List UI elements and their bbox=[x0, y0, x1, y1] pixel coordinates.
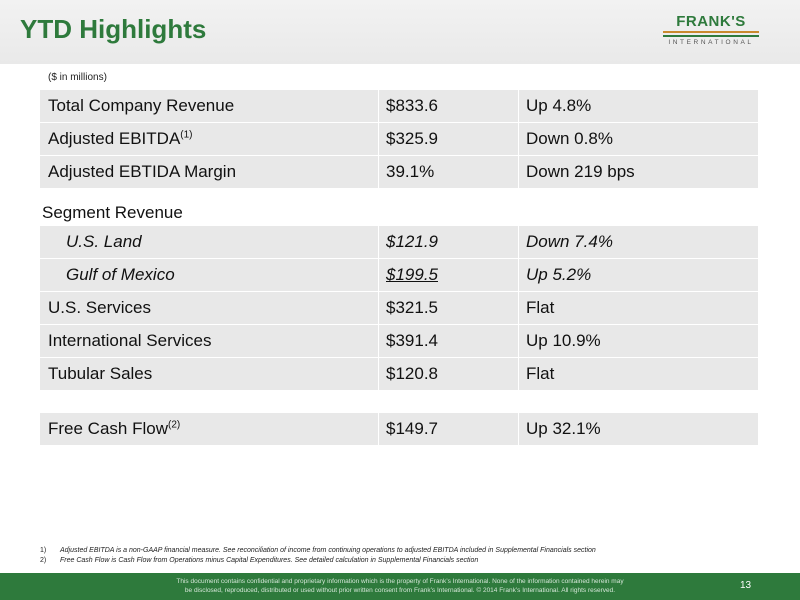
row-label: Adjusted EBITDA(1) bbox=[48, 129, 193, 148]
footnote: 2) Free Cash Flow is Cash Flow from Opera… bbox=[40, 557, 479, 564]
logo-bars bbox=[663, 31, 759, 37]
row-change: Up 10.9% bbox=[526, 331, 601, 350]
row-label: Gulf of Mexico bbox=[66, 265, 175, 284]
table-row: Total Company Revenue $833.6 Up 4.8% bbox=[40, 90, 758, 122]
row-label: Total Company Revenue bbox=[48, 96, 235, 115]
slide-footer: This document contains confidential and … bbox=[0, 573, 800, 600]
units-note: ($ in millions) bbox=[48, 72, 107, 83]
row-change: Down 219 bps bbox=[526, 162, 635, 181]
row-label: Adjusted EBTIDA Margin bbox=[48, 162, 237, 181]
row-value: $321.5 bbox=[386, 298, 438, 317]
row-label: International Services bbox=[48, 331, 212, 350]
table-row: Tubular Sales $120.8 Flat bbox=[40, 358, 758, 390]
table-row: Free Cash Flow(2) $149.7 Up 32.1% bbox=[40, 413, 758, 445]
company-logo: FRANK'S INTERNATIONAL bbox=[663, 14, 759, 48]
footnotes: 1) Adjusted EBITDA is a non-GAAP financia… bbox=[40, 546, 596, 566]
table-row: U.S. Services $321.5 Flat bbox=[40, 292, 758, 324]
page-number: 13 bbox=[740, 580, 752, 591]
row-change: Flat bbox=[526, 298, 555, 317]
row-value: $199.5 bbox=[386, 265, 438, 284]
footnote: 1) Adjusted EBITDA is a non-GAAP financia… bbox=[40, 547, 596, 554]
row-value: $120.8 bbox=[386, 364, 438, 383]
logo-subtitle: INTERNATIONAL bbox=[668, 39, 754, 46]
confidential-notice: This document contains confidential and … bbox=[176, 578, 624, 594]
slide-header: YTD Highlights FRANK'S INTERNATIONAL bbox=[0, 0, 800, 64]
table-row: U.S. Land $121.9 Down 7.4% bbox=[40, 226, 758, 258]
row-value: 39.1% bbox=[386, 162, 435, 181]
row-value: $149.7 bbox=[386, 419, 438, 438]
row-label: Tubular Sales bbox=[48, 364, 153, 383]
footnote-ref: (2) bbox=[167, 419, 181, 431]
segment-revenue-label: Segment Revenue bbox=[42, 203, 183, 222]
footnote-ref: (1) bbox=[180, 129, 193, 141]
row-label: U.S. Services bbox=[48, 298, 151, 317]
table-row: International Services $391.4 Up 10.9% bbox=[40, 325, 758, 357]
row-value: $121.9 bbox=[386, 232, 438, 251]
row-change: Up 32.1% bbox=[526, 419, 601, 438]
row-value: $325.9 bbox=[386, 129, 438, 148]
row-change: Down 0.8% bbox=[526, 129, 613, 148]
row-change: Up 5.2% bbox=[526, 265, 592, 284]
row-change: Down 7.4% bbox=[526, 232, 613, 251]
row-label: Free Cash Flow(2) bbox=[48, 419, 181, 438]
logo-name: FRANK'S bbox=[676, 13, 746, 30]
table-row: Adjusted EBTIDA Margin 39.1% Down 219 bp… bbox=[40, 156, 758, 188]
row-change: Up 4.8% bbox=[526, 96, 592, 115]
row-value: $833.6 bbox=[386, 96, 438, 115]
page-title: YTD Highlights bbox=[20, 14, 207, 44]
row-label: U.S. Land bbox=[66, 232, 142, 251]
row-value: $391.4 bbox=[386, 331, 438, 350]
table-row: Gulf of Mexico $199.5 Up 5.2% bbox=[40, 259, 758, 291]
row-change: Flat bbox=[526, 364, 555, 383]
table-row: Adjusted EBITDA(1) $325.9 Down 0.8% bbox=[40, 123, 758, 155]
